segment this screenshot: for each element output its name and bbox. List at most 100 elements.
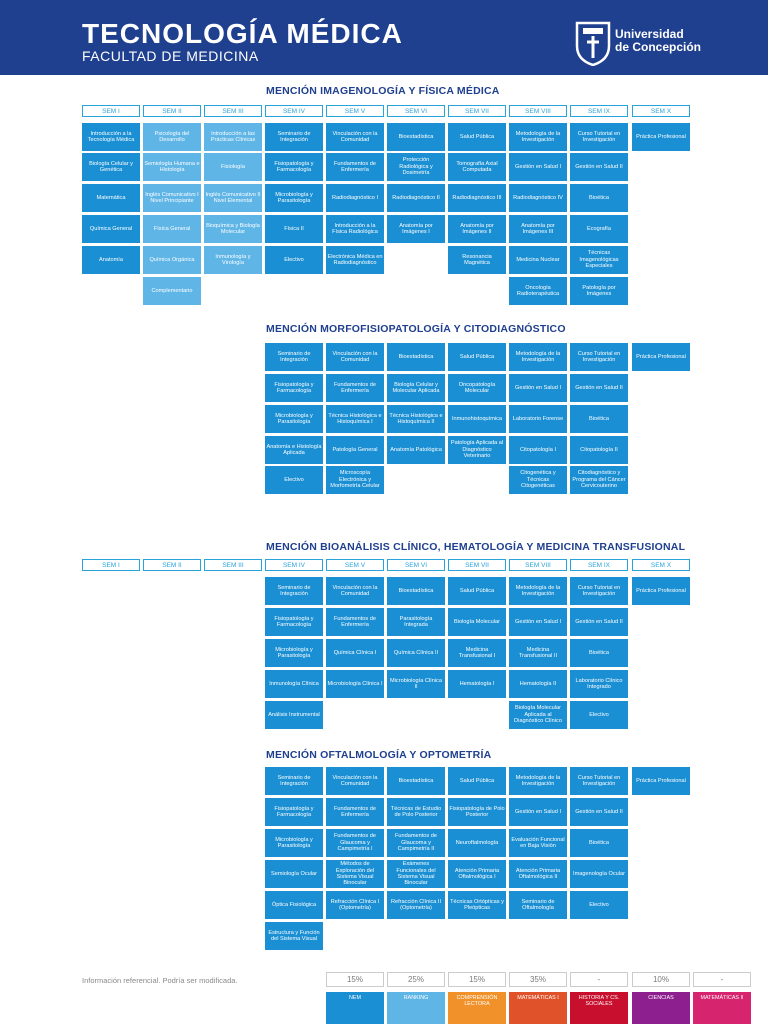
course-fisica-ii: Física II	[265, 215, 323, 243]
course-examenes-funcionales-del-sistema-visual-binocular: Exámenes Funcionales del Sistema Visual …	[387, 860, 445, 888]
course-fundamentos-de-glaucoma-y-campimetria-i: Fundamentos de Glaucoma y Campimetría I	[326, 829, 384, 857]
course-medicina-transfusional-i: Medicina Transfusional I	[448, 639, 506, 667]
course-seminario-de-integracion: Seminario de Integración	[265, 343, 323, 371]
section-title: MENCIÓN OFTALMOLOGÍA Y OPTOMETRÍA	[266, 749, 492, 761]
page-subtitle: FACULTAD DE MEDICINA	[82, 48, 259, 64]
weight-label-nem: NEM	[326, 992, 384, 1024]
course-medicina-transfusional-ii: Medicina Transfusional II	[509, 639, 567, 667]
course-quimica-clinica-i: Química Clínica I	[326, 639, 384, 667]
semester-header-6: SEM VI	[387, 559, 445, 571]
semester-header-2: SEM II	[143, 105, 201, 117]
course-fisiopatologia-y-farmacologia: Fisiopatología y Farmacología	[265, 608, 323, 636]
course-inmunologia-clinica: Inmunología Clínica	[265, 670, 323, 698]
weight-percent-1: 15%	[326, 972, 384, 987]
course-practica-profesional: Práctica Profesional	[632, 343, 690, 371]
course-gestion-en-salud-ii: Gestión en Salud II	[570, 608, 628, 636]
university-shield-icon	[575, 21, 611, 66]
course-salud-publica: Salud Pública	[448, 343, 506, 371]
semester-header-1: SEM I	[82, 105, 140, 117]
course-analisis-instrumental: Análisis Instrumental	[265, 701, 323, 729]
course-metodologia-de-la-investigacion: Metodología de la Investigación	[509, 123, 567, 151]
course-complementario: Complementario	[143, 277, 201, 305]
course-bioestadistica: Bioestadística	[387, 767, 445, 795]
course-fisica-general: Física General	[143, 215, 201, 243]
course-vinculacion-con-la-comunidad: Vinculación con la Comunidad	[326, 577, 384, 605]
course-vinculacion-con-la-comunidad: Vinculación con la Comunidad	[326, 123, 384, 151]
course-microscopia-electronica-y-morfometria-celular: Microscopía Electrónica y Morfometría Ce…	[326, 466, 384, 494]
course-tomografia-axial-computada: Tomografía Axial Computada	[448, 153, 506, 181]
course-parasitologia-integrada: Parasitología Integrada	[387, 608, 445, 636]
course-metodologia-de-la-investigacion: Metodología de la Investigación	[509, 767, 567, 795]
course-patologia-aplicada-al-diagnostico-veterinario: Patología Aplicada al Diagnóstico Veteri…	[448, 436, 506, 464]
course-radiodiagnostico-i: Radiodiagnóstico I	[326, 184, 384, 212]
course-fisiologia: Fisiología	[204, 153, 262, 181]
course-microbiologia-y-parasitologia: Microbiología y Parasitología	[265, 184, 323, 212]
course-biologia-celular-y-molecular-aplicada: Biología Celular y Molecular Aplicada	[387, 374, 445, 402]
course-curso-tutorial-en-investigacion: Curso Tutorial en Investigación	[570, 343, 628, 371]
course-laboratorio-clinico-integrado: Laboratorio Clínico Integrado	[570, 670, 628, 698]
course-atencion-primaria-oftalmologica-ii: Atención Primaria Oftalmológica II	[509, 860, 567, 888]
course-quimica-general: Química General	[82, 215, 140, 243]
course-anatomia-por-imagenes-iii: Anatomía por Imágenes III	[509, 215, 567, 243]
course-bioestadistica: Bioestadística	[387, 343, 445, 371]
course-biologia-molecular-aplicada-al-diagnostico-clinico: Biología Molecular Aplicada al Diagnósti…	[509, 701, 567, 729]
course-practica-profesional: Práctica Profesional	[632, 577, 690, 605]
semester-header-7: SEM VII	[448, 559, 506, 571]
semester-header-3: SEM III	[204, 559, 262, 571]
course-fundamentos-de-enfermeria: Fundamentos de Enfermería	[326, 374, 384, 402]
semester-header-8: SEM VIII	[509, 105, 567, 117]
course-fundamentos-de-enfermeria: Fundamentos de Enfermería	[326, 153, 384, 181]
course-proteccion-radiologica-y-dosimetria: Protección Radiológica y Dosimetría	[387, 153, 445, 181]
course-gestion-en-salud-ii: Gestión en Salud II	[570, 153, 628, 181]
course-bioetica: Bioética	[570, 184, 628, 212]
section-title: MENCIÓN IMAGENOLOGÍA Y FÍSICA MÉDICA	[266, 85, 500, 97]
semester-header-8: SEM VIII	[509, 559, 567, 571]
course-anatomia-e-histologia-aplicada: Anatomía e Histología Aplicada	[265, 436, 323, 464]
course-ingles-comunicativo-i-nivel-principiante: Inglés Comunicativo I Nivel Principiante	[143, 184, 201, 212]
course-metodologia-de-la-investigacion: Metodología de la Investigación	[509, 577, 567, 605]
disclaimer-note: Información referencial. Podría ser modi…	[82, 976, 238, 985]
course-seminario-de-oftalmologia: Seminario de Oftalmología	[509, 891, 567, 919]
course-fisiopatologia-y-farmacologia: Fisiopatología y Farmacología	[265, 374, 323, 402]
course-evaluacion-funcional-en-baja-vision: Evaluación Funcional en Baja Visión	[509, 829, 567, 857]
course-microbiologia-clinica-i: Microbiología Clínica I	[326, 670, 384, 698]
course-gestion-en-salud-i: Gestión en Salud I	[509, 798, 567, 826]
page-header: TECNOLOGÍA MÉDICA FACULTAD DE MEDICINA U…	[0, 0, 768, 75]
course-electivo: Electivo	[265, 466, 323, 494]
weight-label-matematicas-i: MATEMÁTICAS I	[509, 992, 567, 1024]
course-bioetica: Bioética	[570, 405, 628, 433]
course-tecnica-histologica-e-histoquimica-i: Técnica Histológica e Histoquímica I	[326, 405, 384, 433]
course-atencion-primaria-oftalmologica-i: Atención Primaria Oftalmológica I	[448, 860, 506, 888]
course-ecografia: Ecografía	[570, 215, 628, 243]
semester-header-5: SEM V	[326, 559, 384, 571]
semester-header-10: SEM X	[632, 105, 690, 117]
weight-percent-2: 25%	[387, 972, 445, 987]
course-hematologia-i: Hematología I	[448, 670, 506, 698]
course-anatomia: Anatomía	[82, 246, 140, 274]
semester-header-9: SEM IX	[570, 559, 628, 571]
course-microbiologia-y-parasitologia: Microbiología y Parasitología	[265, 639, 323, 667]
course-salud-publica: Salud Pública	[448, 767, 506, 795]
course-fundamentos-de-enfermeria: Fundamentos de Enfermería	[326, 798, 384, 826]
course-introduccion-a-la-fisica-radiologica: Introducción a la Física Radiológica	[326, 215, 384, 243]
course-inmunohistoquimica: Inmunohistoquímica	[448, 405, 506, 433]
course-medicina-nuclear: Medicina Nuclear	[509, 246, 567, 274]
course-tecnicas-imagenologicas-especiales: Técnicas Imagenológicas Especiales	[570, 246, 628, 274]
course-radiodiagnostico-iii: Radiodiagnóstico III	[448, 184, 506, 212]
course-radiodiagnostico-iv: Radiodiagnóstico IV	[509, 184, 567, 212]
course-oncopatologia-molecular: Oncopatología Molecular	[448, 374, 506, 402]
semester-header-4: SEM IV	[265, 559, 323, 571]
university-name-line-1: Universidad	[615, 27, 684, 41]
course-seminario-de-integracion: Seminario de Integración	[265, 577, 323, 605]
course-imagenologia-ocular: Imagenología Ocular	[570, 860, 628, 888]
course-electivo: Electivo	[570, 891, 628, 919]
course-electivo: Electivo	[265, 246, 323, 274]
course-bioestadistica: Bioestadística	[387, 123, 445, 151]
course-salud-publica: Salud Pública	[448, 577, 506, 605]
course-fisiopatologia-de-polo-posterior: Fisiopatología de Polo Posterior	[448, 798, 506, 826]
semester-header-2: SEM II	[143, 559, 201, 571]
course-curso-tutorial-en-investigacion: Curso Tutorial en Investigación	[570, 577, 628, 605]
course-radiodiagnostico-ii: Radiodiagnóstico II	[387, 184, 445, 212]
course-quimica-clinica-ii: Química Clínica II	[387, 639, 445, 667]
course-quimica-organica: Química Orgánica	[143, 246, 201, 274]
